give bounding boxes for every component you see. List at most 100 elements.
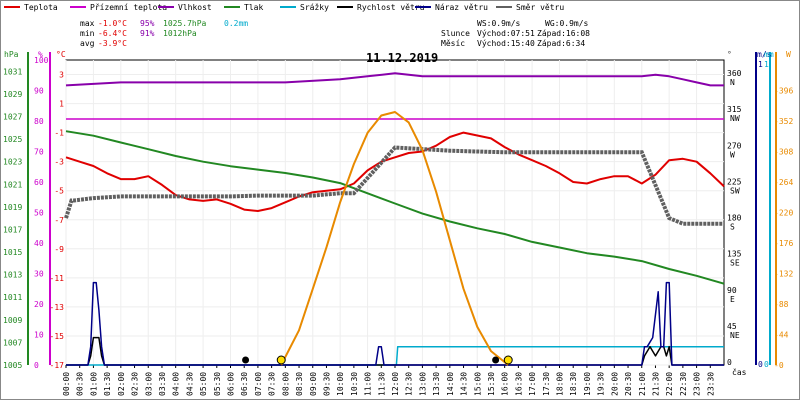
hpa-tick-3: 1025 [3,135,22,144]
xtick-label-19: 09:30 [322,372,331,396]
compass-W: W [730,150,735,159]
stat-0-2: 95% [140,19,155,28]
dir-tick-3: 225 [727,177,742,186]
hpa-tick-11: 1009 [3,316,22,325]
sunset: Západ:16:08 [537,29,590,38]
dir-tick-6: 90 [727,286,737,295]
xtick-label-47: 23:30 [706,372,715,396]
axis-humidity-label: % [38,50,43,59]
xtick-label-0: 00:00 [62,372,71,396]
temp-tick-4: -5 [54,187,64,196]
xtick-label-41: 20:30 [624,372,633,396]
solar-tick-6: -132 [774,270,793,279]
series-6 [66,281,724,366]
xtick-label-4: 02:00 [117,372,126,396]
sun-label: Slunce [441,29,470,38]
axis-direction-label: ° [727,50,732,59]
hpa-tick-12: 1007 [3,338,22,347]
solar-tick-7: -88 [774,300,789,309]
solar-tick-1: -352 [774,117,793,126]
legend-label-2: Vlhkost [178,3,212,12]
hum-tick-7: 30 [34,270,44,279]
dir-tick-8: 0 [727,358,732,367]
xtick-label-18: 09:00 [309,372,318,396]
hpa-tick-1: 1029 [3,90,22,99]
xtick-label-11: 05:30 [213,372,222,396]
compass-S: S [730,223,735,232]
series-2 [65,72,724,87]
xtick-label-35: 17:30 [542,372,551,396]
xtick-label-37: 18:30 [569,372,578,396]
stat-2-0: avg [80,39,95,48]
xtick-label-14: 07:00 [254,372,263,396]
sunrise-marker [276,355,286,365]
hpa-tick-0: 1031 [3,67,22,76]
xtick-label-25: 12:30 [405,372,414,396]
xtick-label-15: 07:30 [268,372,277,396]
dir-tick-4: 180 [727,214,742,223]
xtick-label-8: 04:00 [172,372,181,396]
legend-label-5: Rychlost větru [357,3,425,12]
moonrise-marker [492,356,500,364]
xtick-label-29: 14:30 [460,372,469,396]
hpa-tick-13: 1005 [3,361,22,370]
xtick-label-1: 00:30 [76,372,85,396]
xtick-label-27: 13:30 [432,372,441,396]
solar-tick-8: -44 [774,331,789,340]
axis-wind-label: m/s [757,50,772,59]
stat-2-1: -3.9°C [98,39,127,48]
hum-tick-5: 50 [34,209,44,218]
xtick-label-28: 14:00 [446,372,455,396]
chart-title: 11.12.2019 [366,51,439,65]
xtick-label-38: 19:00 [583,372,592,396]
xtick-label-7: 03:30 [158,372,167,396]
xtick-label-13: 06:30 [240,372,249,396]
xtick-label-36: 18:00 [556,372,565,396]
sunset-marker [503,355,513,365]
hum-tick-0: 100 [34,56,49,65]
moonset-marker [242,356,250,364]
solar-tick-0: -396 [774,87,793,96]
xtick-label-24: 12:00 [391,372,400,396]
hum-tick-1: 90 [34,87,44,96]
xtick-label-23: 11:30 [377,372,386,396]
hum-tick-9: 10 [34,331,44,340]
hpa-tick-10: 1011 [3,293,22,302]
sunrise: Východ:07:51 [477,29,535,38]
hum-tick-6: 40 [34,239,44,248]
hpa-tick-5: 1021 [3,180,22,189]
wind-tick-bottom: 0 [758,360,763,369]
stat-0-0: max [80,19,95,28]
stat-1-0: min [80,29,95,38]
xtick-label-5: 02:30 [131,372,140,396]
stat-0-1: -1.0°C [98,19,127,28]
xtick-label-31: 15:30 [487,372,496,396]
axis-rain-label: mm [764,50,774,59]
axis-temp-label: °C [56,50,66,59]
temp-tick-3: -3 [54,158,64,167]
xtick-label-17: 08:30 [295,372,304,396]
hum-tick-2: 80 [34,117,44,126]
compass-SE: SE [730,259,740,268]
xtick-label-21: 10:30 [350,372,359,396]
xtick-label-10: 05:00 [199,372,208,396]
stat-1-1: -6.4°C [98,29,127,38]
xtick-label-20: 10:00 [336,372,345,396]
dir-tick-7: 45 [727,322,737,331]
rain-tick-top: 1 [764,60,769,69]
rain-tick-bottom: 0 [764,360,769,369]
solar-tick-5: -176 [774,239,793,248]
moonset: Západ:6:34 [537,39,585,48]
hum-tick-3: 70 [34,148,44,157]
hum-tick-10: 0 [34,361,39,370]
xlabel: čas [732,368,747,377]
legend-label-3: Tlak [244,3,263,12]
compass-NE: NE [730,331,740,340]
dir-tick-1: 315 [727,105,742,114]
axis-solar-label: W [786,50,791,59]
dir-tick-2: 270 [727,141,742,150]
legend-label-6: Náraz větru [435,3,488,12]
hum-tick-8: 20 [34,300,44,309]
moon-label: Měsíc [441,39,465,48]
dir-tick-5: 135 [727,250,742,259]
